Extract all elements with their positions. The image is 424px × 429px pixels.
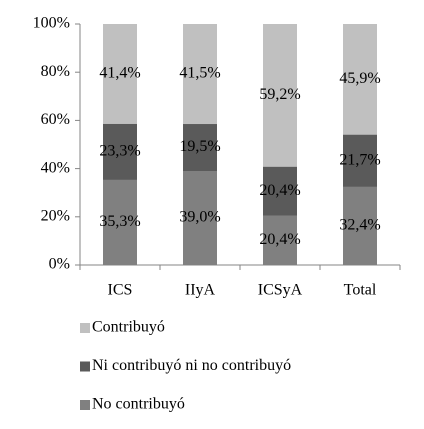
y-tick-label: 0% [49,256,70,273]
y-tick-label: 60% [41,111,70,128]
x-tick-label: Total [344,282,377,299]
value-label: 32,4% [339,217,380,234]
bar-segment [263,24,297,167]
bar-segment [343,186,377,265]
bar-segment [343,24,377,135]
y-tick-label: 80% [41,63,70,80]
value-label: 19,5% [179,138,220,155]
legend-label: No contribuyó [92,396,185,413]
bar-segment [103,179,137,265]
value-label: 41,5% [179,65,220,82]
y-tick-label: 20% [41,207,70,224]
value-label: 21,7% [339,151,380,168]
bar-segment [343,134,377,187]
bar-segment [183,171,217,265]
value-label: 59,2% [259,86,300,103]
value-label: 35,3% [99,213,140,230]
x-tick-label: ICS [108,282,133,299]
bar-segment [263,215,297,265]
y-tick-label: 40% [41,159,70,176]
value-label: 23,3% [99,143,140,160]
value-label: 41,4% [99,65,140,82]
bar-segment [103,24,137,124]
legend-swatch [80,361,90,372]
value-label: 20,4% [259,182,300,199]
y-tick-label: 100% [33,15,70,32]
x-tick-label: IIyA [185,282,216,299]
legend-swatch [80,400,90,410]
value-label: 45,9% [339,70,380,87]
bar-segment [103,123,137,180]
x-tick-label: ICSyA [258,282,303,299]
value-label: 20,4% [259,231,300,248]
value-label: 39,0% [179,209,220,226]
bar-segment [263,166,297,216]
bar-segment [183,124,217,172]
bar-segment [183,24,217,125]
legend-swatch [80,323,90,333]
legend-label: Ni contribuyó ni no contribuyó [92,357,291,374]
legend-label: Contribuyó [92,319,165,336]
